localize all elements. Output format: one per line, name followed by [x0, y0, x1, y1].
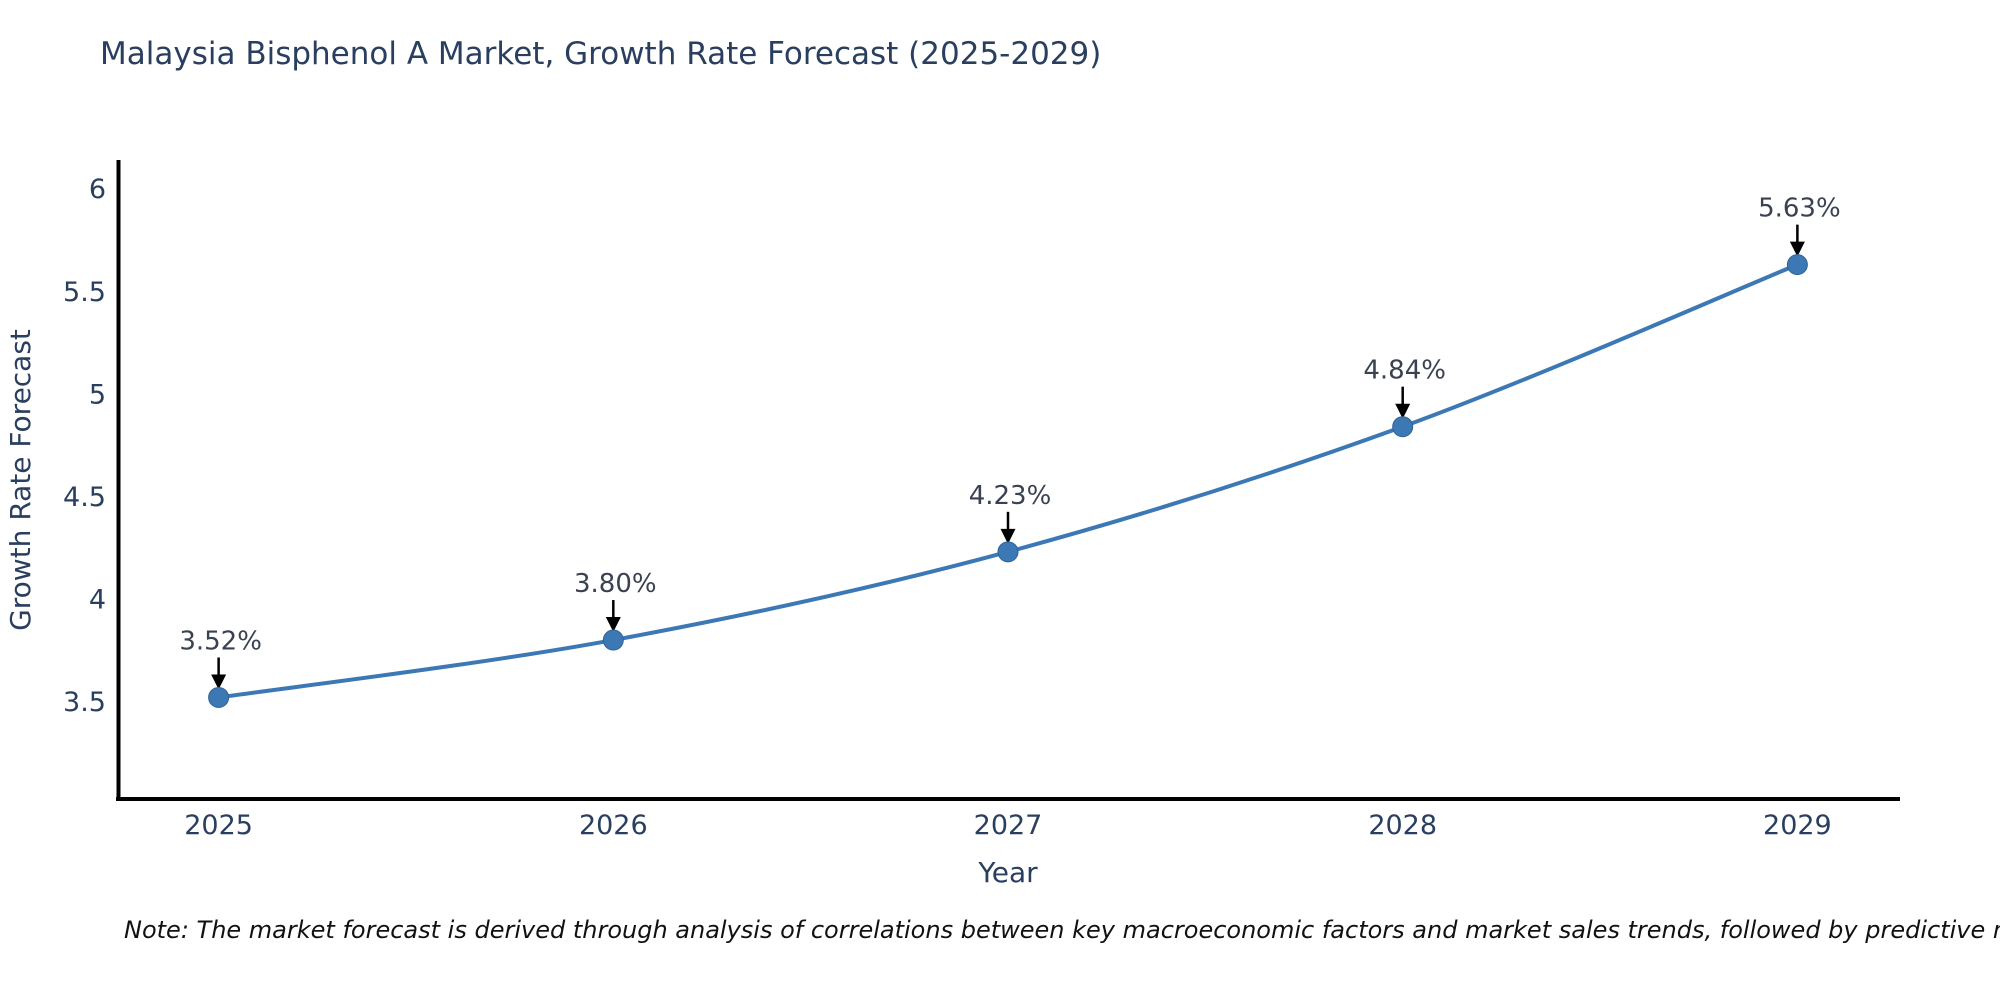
- annotation-arrowhead-icon: [605, 617, 621, 633]
- y-tick-label: 3.5: [63, 687, 106, 718]
- point-annotation-label: 3.52%: [179, 626, 262, 656]
- annotation-arrowhead-icon: [1789, 241, 1805, 257]
- data-point-2027[interactable]: [997, 541, 1019, 563]
- annotation-arrowhead-icon: [1395, 403, 1411, 419]
- x-tick-label: 2029: [1763, 810, 1832, 841]
- y-tick-label: 6: [89, 174, 106, 205]
- data-point-2026[interactable]: [602, 629, 624, 651]
- y-tick-label: 4.5: [63, 482, 106, 513]
- x-axis-title: Year: [977, 856, 1038, 889]
- point-annotation-label: 3.80%: [574, 569, 657, 599]
- y-axis-title: Growth Rate Forecast: [4, 329, 37, 631]
- x-tick-label: 2028: [1368, 810, 1437, 841]
- data-point-2029[interactable]: [1786, 254, 1808, 276]
- data-point-2025[interactable]: [208, 686, 230, 708]
- line-chart-plot-area: 3.5 4 4.5 5 5.5 6 2025 2026 2027 2028 2029 Year Grow…: [4, 160, 1900, 889]
- y-tick-label: 5: [89, 379, 106, 410]
- y-tick-label: 5.5: [63, 277, 106, 308]
- point-annotation-label: 4.23%: [969, 481, 1052, 511]
- data-point-2028[interactable]: [1392, 416, 1414, 438]
- point-annotation-label: 5.63%: [1758, 194, 1841, 224]
- chart-title: Malaysia Bisphenol A Market, Growth Rate…: [100, 36, 1102, 72]
- y-tick-label: 4: [89, 585, 106, 616]
- x-tick-label: 2027: [974, 810, 1043, 841]
- annotation-arrowhead-icon: [211, 674, 227, 690]
- annotation-arrowhead-icon: [1000, 528, 1016, 544]
- point-annotation-label: 4.84%: [1363, 356, 1446, 386]
- footnote: Note: The market forecast is derived thr…: [124, 916, 2000, 944]
- x-tick-label: 2025: [184, 810, 253, 841]
- x-tick-label: 2026: [579, 810, 648, 841]
